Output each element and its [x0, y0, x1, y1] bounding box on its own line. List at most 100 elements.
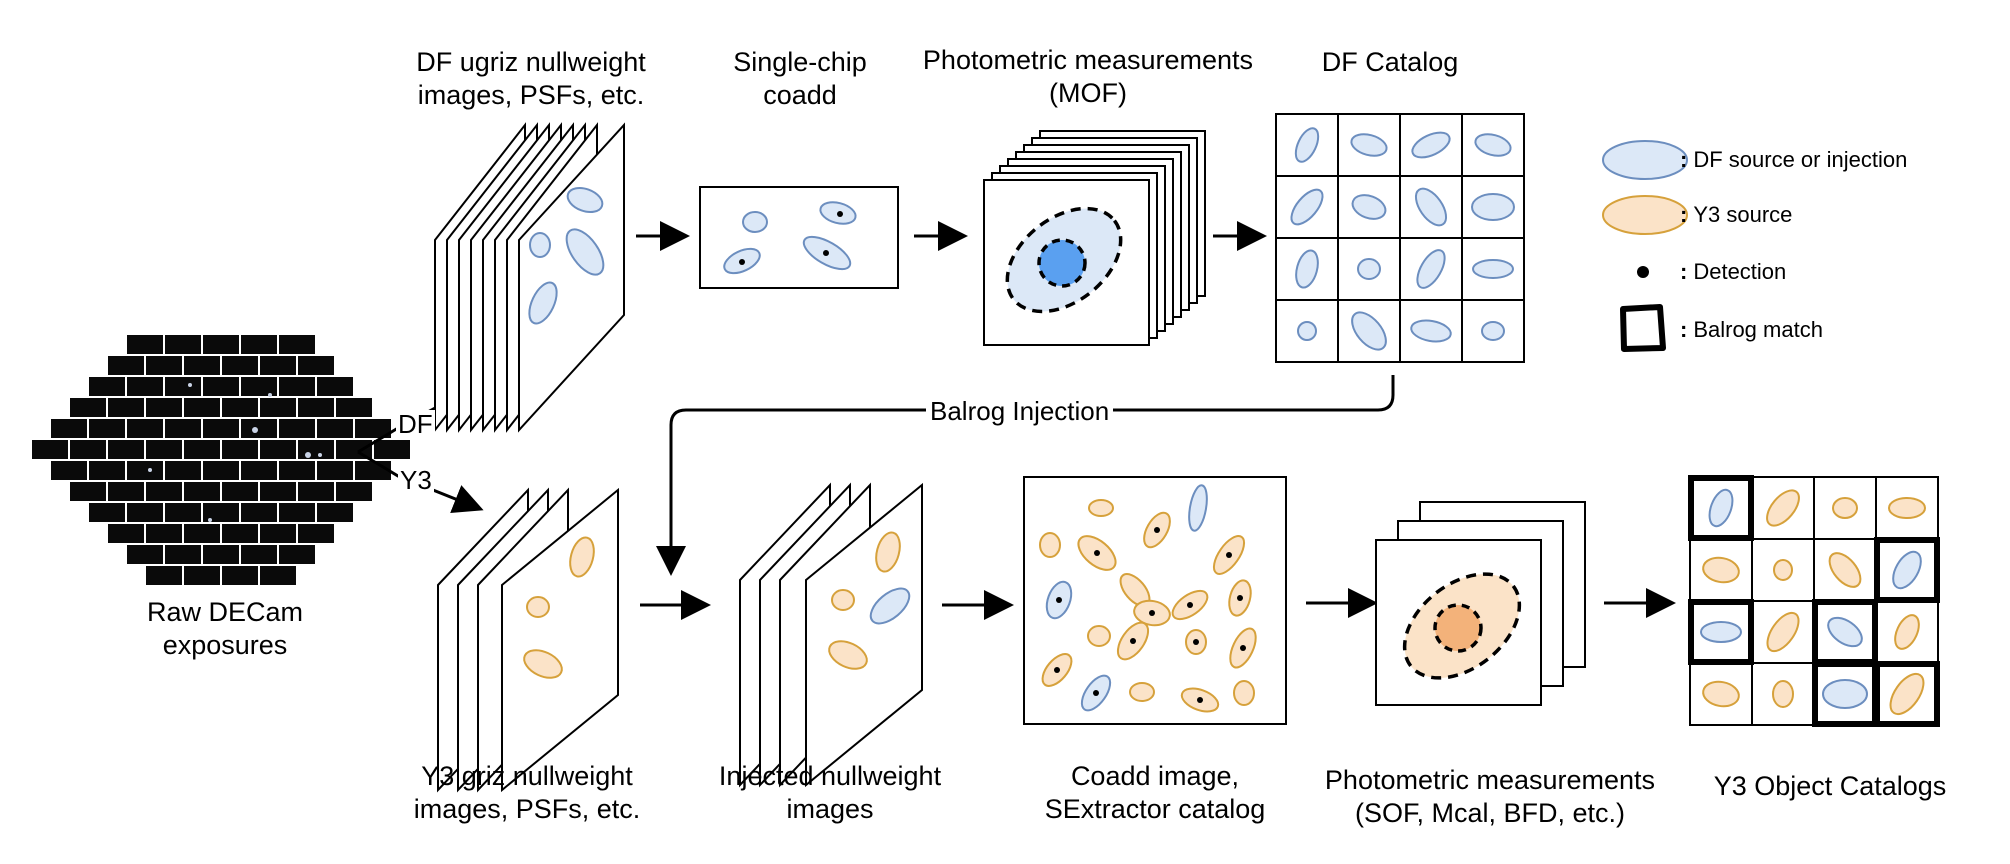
- y3-image-stack: [437, 487, 619, 793]
- ccd-chip: [165, 419, 201, 438]
- detection-dot: [1056, 597, 1062, 603]
- balrog-match-box: [1688, 475, 1754, 541]
- single-chip-label: Single-chip coadd: [733, 47, 867, 110]
- ccd-chip: [279, 335, 315, 354]
- ccd-chip: [241, 335, 277, 354]
- detection-dot: [1197, 697, 1203, 703]
- ccd-chip: [279, 461, 315, 480]
- coadd-y3-source: [1088, 499, 1114, 517]
- ccd-chip: [260, 566, 296, 585]
- ccd-chip: [222, 566, 258, 585]
- df-catalog-source: [1297, 321, 1317, 341]
- ccd-chip: [127, 545, 163, 564]
- ccd-chip: [146, 440, 182, 459]
- catalog-df-source: [1892, 550, 1922, 590]
- ccd-chip: [184, 440, 220, 459]
- ccd-chip: [203, 335, 239, 354]
- ccd-chip: [203, 461, 239, 480]
- df-catalog-source: [1410, 319, 1452, 343]
- catalog-df-source: [1827, 616, 1863, 648]
- catalog-y3-source: [1894, 614, 1920, 650]
- ccd-chip: [260, 356, 296, 375]
- ccd-chip: [355, 461, 391, 480]
- df-image-stack: [434, 122, 625, 433]
- legend-df-ellipse: [1602, 140, 1688, 180]
- raw-decam-label: Raw DECam exposures: [146, 597, 304, 660]
- legend-item-detection: : Detection: [1680, 259, 1787, 284]
- df-catalog-source: [1411, 131, 1451, 159]
- ccd-chip: [127, 419, 163, 438]
- ccd-chip: [203, 545, 239, 564]
- legend-markers: [1602, 140, 1688, 352]
- ccd-chip: [241, 377, 277, 396]
- ccd-chip: [241, 419, 277, 438]
- star: [188, 383, 192, 387]
- ccd-chip: [260, 440, 296, 459]
- legend-balrog-box: [1620, 304, 1666, 352]
- ccd-chip: [146, 356, 182, 375]
- star: [252, 427, 258, 433]
- detection-dot: [1187, 602, 1193, 608]
- ccd-chip: [222, 440, 258, 459]
- mof-label: Photometric measurements (MOF): [922, 45, 1254, 108]
- ccd-chip: [222, 356, 258, 375]
- ccd-chip: [222, 482, 258, 501]
- catalog-df-source: [1700, 621, 1742, 643]
- legend-item-balrog: : Balrog match: [1680, 317, 1823, 342]
- df-catalog-source: [1472, 259, 1514, 279]
- catalog-y3-source: [1702, 556, 1740, 584]
- ccd-chip: [108, 482, 144, 501]
- ccd-chip: [298, 524, 334, 543]
- catalog-y3-source: [1832, 497, 1858, 519]
- ccd-chip: [222, 398, 258, 417]
- ccd-chip: [279, 545, 315, 564]
- ccd-chip: [89, 419, 125, 438]
- y3-catalogs-label: Y3 Object Catalogs: [1713, 771, 1947, 801]
- df-catalog-source: [1471, 193, 1515, 221]
- balrog-match-box: [1874, 661, 1940, 727]
- sof-measurement-stack: [1375, 501, 1586, 706]
- detection-dot: [1237, 595, 1243, 601]
- ccd-chip: [317, 461, 353, 480]
- ccd-chip: [317, 503, 353, 522]
- ccd-chip: [51, 461, 87, 480]
- detection-dot: [1094, 550, 1100, 556]
- ccd-chip: [298, 356, 334, 375]
- ccd-chip: [260, 524, 296, 543]
- star: [305, 452, 311, 458]
- df-catalog-source: [1474, 133, 1512, 157]
- ccd-chip: [279, 419, 315, 438]
- star: [318, 453, 322, 457]
- ccd-chip: [146, 524, 182, 543]
- ccd-chip: [165, 461, 201, 480]
- ccd-chip: [146, 482, 182, 501]
- coadd-sex-label: Coadd image, SExtractor catalog: [1044, 761, 1266, 824]
- legend-item-y3: : Y3 source: [1680, 202, 1793, 227]
- coadd-y3-source: [1087, 625, 1111, 647]
- coadd-y3-source: [1039, 532, 1061, 558]
- ccd-chip: [336, 482, 372, 501]
- ccd-chip: [298, 440, 334, 459]
- injected-image-stack: [739, 482, 923, 788]
- branch-y3-label: Y3: [398, 465, 434, 495]
- ccd-chip: [165, 503, 201, 522]
- injected-label: Injected nullweight images: [718, 761, 942, 824]
- balrog-match-box: [1874, 537, 1940, 603]
- df-catalog-source: [1481, 321, 1505, 341]
- ccd-chip: [203, 377, 239, 396]
- detection-dot: [1149, 610, 1155, 616]
- ccd-chip: [298, 398, 334, 417]
- coadd-sextractor-image: [1023, 476, 1287, 725]
- legend-y3-ellipse: [1602, 195, 1688, 235]
- detection-dot: [1226, 552, 1232, 558]
- ccd-chip: [298, 482, 334, 501]
- ccd-chip: [355, 419, 391, 438]
- ccd-chip: [127, 377, 163, 396]
- mof-measurement-stack: [983, 130, 1206, 346]
- df-catalog-source: [1414, 187, 1448, 227]
- ccd-chip: [184, 356, 220, 375]
- coadd-y3-source: [1233, 680, 1255, 706]
- df-catalog-source: [1416, 249, 1446, 289]
- catalog-y3-source: [1766, 611, 1800, 653]
- y3-images-label: Y3 griz nullweight images, PSFs, etc.: [413, 761, 641, 824]
